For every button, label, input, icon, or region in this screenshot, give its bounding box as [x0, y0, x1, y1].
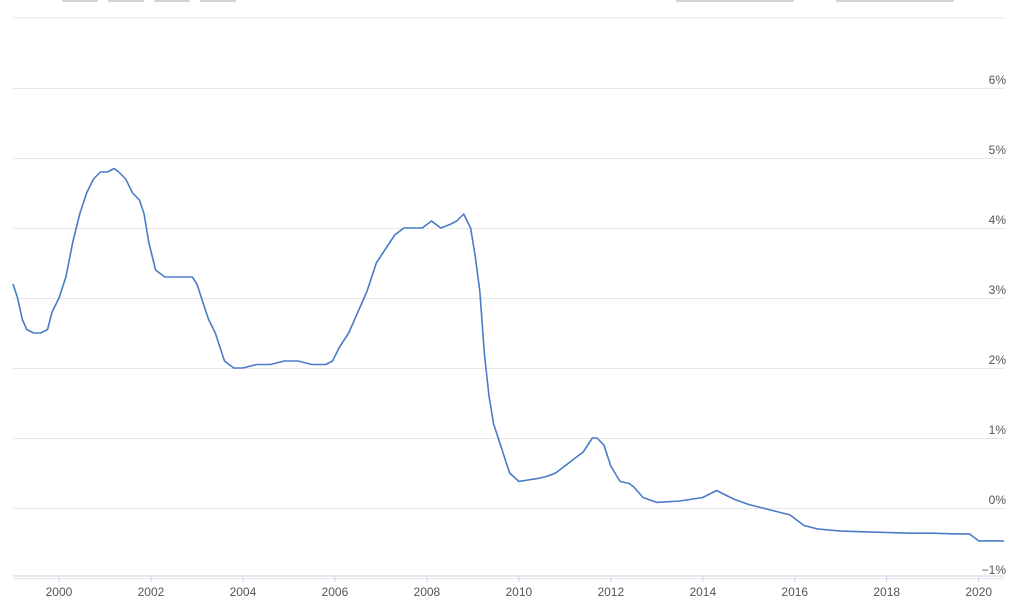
- tick-labels: 6% 5% 4% 3% 2% 1% 0% −1% 2000 2002 2004 2006 2008 201…: [46, 73, 1007, 599]
- x-tick-label: 2008: [414, 585, 441, 599]
- x-tick-label: 2002: [138, 585, 165, 599]
- y-tick-label: 4%: [989, 213, 1007, 227]
- range-button-1[interactable]: [62, 0, 98, 2]
- x-tick-label: 2006: [322, 585, 349, 599]
- series-line: [12, 167, 1004, 542]
- range-button-3[interactable]: [154, 0, 190, 2]
- x-tick-label: 2020: [965, 585, 992, 599]
- x-tick-label: 2004: [230, 585, 257, 599]
- top-controls: [0, 0, 1024, 4]
- y-tick-label: −1%: [982, 563, 1007, 577]
- range-button-2[interactable]: [108, 0, 144, 2]
- x-tick-label: 2000: [46, 585, 73, 599]
- grid-layer: [13, 17, 1004, 579]
- y-tick-label: 6%: [989, 73, 1007, 87]
- x-tick-label: 2018: [873, 585, 900, 599]
- y-tick-label: 5%: [989, 143, 1007, 157]
- date-to-input[interactable]: [836, 0, 954, 2]
- x-axis: [13, 575, 1004, 582]
- x-tick-label: 2014: [689, 585, 716, 599]
- x-tick-label: 2010: [505, 585, 532, 599]
- range-button-4[interactable]: [200, 0, 236, 2]
- y-tick-label: 1%: [989, 423, 1007, 437]
- y-tick-label: 2%: [989, 353, 1007, 367]
- date-from-input[interactable]: [676, 0, 794, 2]
- y-tick-label: 0%: [989, 493, 1007, 507]
- y-tick-label: 3%: [989, 283, 1007, 297]
- series-layer: [12, 167, 1004, 542]
- x-tick-label: 2016: [781, 585, 808, 599]
- x-tick-label: 2012: [597, 585, 624, 599]
